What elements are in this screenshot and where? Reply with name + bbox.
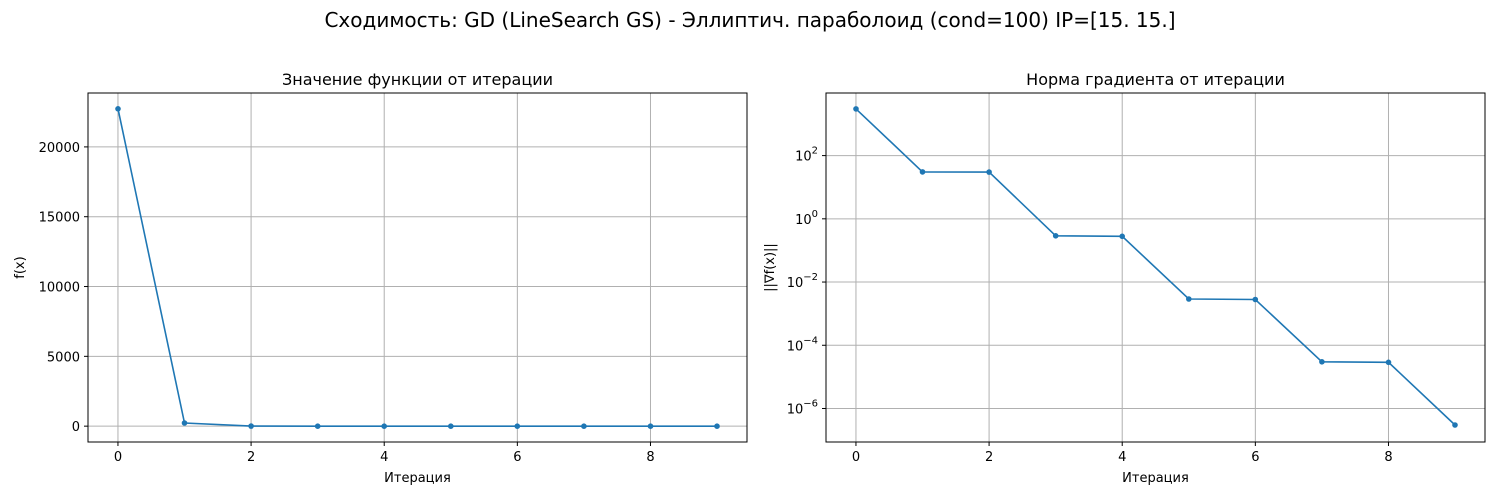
x-tick-label: 8 [1384,450,1392,465]
y-tick-base: 10 [787,276,804,291]
data-point [181,420,188,426]
x-tick-label: 8 [646,450,654,465]
figure-title: Сходимость: GD (LineSearch GS) - Эллипти… [324,8,1175,32]
x-tick-label: 6 [1251,450,1259,465]
y-tick-base: 10 [795,150,812,165]
grid [826,93,1485,442]
y-tick-exponent: −2 [803,272,818,283]
x-tick-label: 4 [380,450,388,465]
data-point [514,423,521,430]
x-axis-label: Итерация [384,471,451,486]
x-tick-label: 4 [1118,450,1126,465]
y-tick-base: 10 [787,339,804,354]
data-point [248,423,254,429]
y-tick-base: 10 [787,402,804,417]
y-axis-label: f(x) [13,256,28,278]
data-point [1252,296,1259,303]
data-point [1385,359,1392,366]
data-point [919,169,926,175]
x-tick-label: 0 [114,450,122,465]
x-tick-label: 2 [985,450,993,465]
y-tick-label: 15000 [39,211,80,226]
data-point [115,106,121,112]
series-line [855,108,1456,426]
series-line [117,108,717,428]
data-point [1052,233,1059,239]
x-tick-label: 2 [247,450,255,465]
y-tick-exponent: −4 [803,335,818,346]
plot-frame [87,92,748,443]
y-tick-label: 10−6 [787,398,818,417]
data-point [853,106,859,112]
y-tick-exponent: −6 [803,398,818,409]
y-tick-exponent: 2 [812,146,818,157]
y-tick-label: 5000 [47,350,80,365]
data-point [1119,233,1125,240]
plot-title: Значение функции от итерации [282,70,553,89]
x-tick-label: 6 [513,450,521,465]
data-point [314,423,321,430]
x-axis-label: Итерация [1122,471,1189,486]
x-tick-label: 0 [852,450,860,465]
y-tick-label: 102 [795,146,818,165]
data-point [1452,422,1458,428]
y-tick-label: 10−4 [787,335,818,354]
data-point [986,169,992,175]
data-point [1319,359,1325,365]
data-point [647,423,654,430]
data-point [381,423,388,430]
data-point [1186,296,1192,302]
data-point [581,423,587,430]
y-axis-label: ||∇f(x)|| [763,243,778,292]
y-tick-exponent: 0 [812,209,818,220]
data-point [448,423,454,430]
y-tick-label: 0 [72,420,80,435]
y-tick-label: 100 [795,209,818,228]
y-tick-label: 10−2 [787,272,818,291]
plot-frame [825,92,1486,443]
data-point [714,423,720,430]
y-tick-base: 10 [795,213,812,228]
grid [88,93,747,442]
y-tick-label: 10000 [39,281,80,296]
plot-title: Норма градиента от итерации [1026,70,1285,89]
function-value-plot: 0 2 4 6 8 0 5000 10000 15000 20000 Значение функци… [13,70,748,486]
y-tick-label: 20000 [39,141,80,156]
